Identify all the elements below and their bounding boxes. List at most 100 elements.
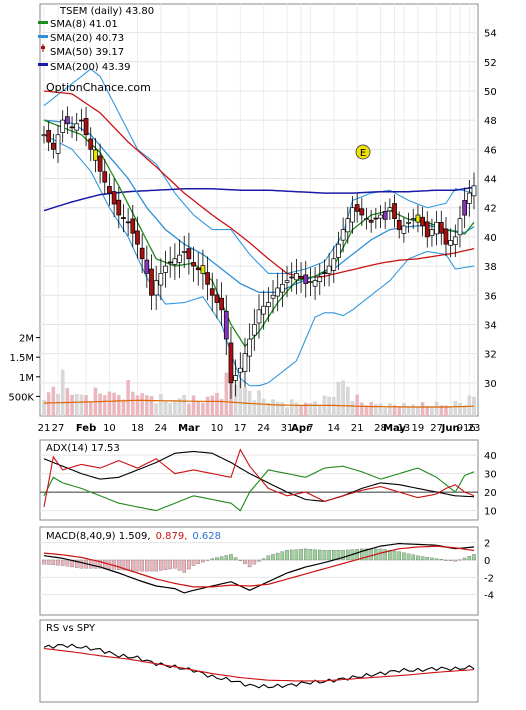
- macd-histogram-bar: [56, 559, 60, 566]
- adx-lines: 10 20 30 40: [40, 448, 497, 518]
- macd-histogram-bar: [453, 559, 458, 562]
- volume-bar: [346, 386, 350, 417]
- volume-bar: [420, 402, 425, 417]
- macd-histogram-bar: [102, 559, 107, 569]
- macd-histogram-bar: [289, 549, 294, 561]
- volume-bar: [60, 369, 65, 417]
- candle-body: [107, 186, 112, 194]
- legend-sma20: SMA(20) 40.73: [50, 33, 124, 44]
- candle-body: [167, 261, 173, 264]
- sma50-line: [43, 90, 475, 279]
- candle-body: [410, 218, 416, 220]
- volume-bar: [402, 403, 406, 417]
- macd-histogram-bar: [210, 558, 215, 561]
- macd-signal-line: [43, 545, 475, 588]
- macd-histogram-bar: [46, 559, 51, 565]
- macd-histogram-bar: [341, 550, 345, 561]
- candle-body: [65, 116, 70, 125]
- volume-bar: [303, 402, 308, 417]
- volume-bar: [271, 399, 275, 417]
- adx-panel: 10 20 30 40 ADX(14) 17.53: [39, 439, 497, 521]
- macd-histogram-bar: [467, 556, 472, 561]
- volume-bar: [364, 405, 369, 417]
- legend-sma50: SMA(50) 39.17: [50, 47, 124, 58]
- volume-bar: [360, 402, 364, 417]
- macd-histogram-bar: [444, 559, 448, 561]
- legend-swatch-sma8: [38, 21, 48, 24]
- macd-histogram-bar: [420, 556, 425, 561]
- volume-bar: [299, 405, 303, 417]
- adx-line: [43, 450, 475, 502]
- candle-body: [261, 305, 267, 315]
- volume-bar: [458, 403, 462, 417]
- candle-body: [256, 309, 262, 324]
- candle-body: [228, 342, 234, 384]
- candle-body: [130, 218, 136, 234]
- macd-tick-label: 2: [484, 539, 490, 550]
- candle-body: [466, 192, 472, 204]
- candle-body: [312, 280, 318, 287]
- volume-bar: [173, 401, 177, 417]
- macd-histogram-bar: [159, 559, 163, 571]
- volume-bar: [327, 396, 331, 417]
- candle-body: [326, 265, 332, 274]
- macd-histogram-bar: [42, 559, 46, 565]
- x-tick-label: Jun: [441, 423, 460, 434]
- candle-body: [223, 310, 229, 340]
- macd-histogram-bar: [121, 559, 126, 571]
- volume-bar: [182, 394, 187, 417]
- dip-line: [43, 465, 475, 512]
- macd-histogram-bar: [331, 550, 336, 561]
- candle-body: [298, 275, 304, 279]
- macd-histogram-bar: [219, 556, 224, 561]
- x-tick-label: Feb: [76, 423, 96, 434]
- volume-bar: [336, 381, 341, 417]
- volume-bar: [177, 398, 182, 417]
- candle-body: [322, 272, 327, 275]
- watermark-text: OptionChance.com: [46, 81, 151, 94]
- candle-body: [471, 185, 477, 197]
- macd-histogram-bar: [462, 557, 467, 561]
- macd-histogram-bar: [238, 559, 243, 561]
- macd-histogram-bar: [261, 558, 266, 561]
- x-tick-label: 13: [398, 423, 411, 434]
- adx-tick-label: 40: [484, 451, 497, 462]
- candle-body: [135, 230, 140, 245]
- legend: TSEM (daily) 43.80 SMA(8) 41.01 SMA(20) …: [38, 6, 154, 73]
- candle-body: [242, 353, 248, 372]
- candle-body: [163, 265, 168, 273]
- price-tick-label: 30: [484, 379, 497, 390]
- macd-histogram-bar: [397, 551, 402, 561]
- candle-body: [373, 217, 379, 220]
- volume-bar: [98, 393, 102, 417]
- candle-body: [434, 221, 439, 235]
- candle-body: [378, 214, 383, 219]
- macd-histogram-bar: [247, 559, 252, 568]
- candle-body: [331, 258, 337, 271]
- candle-body: [289, 276, 295, 279]
- macd-panel: -4 -2 0 2 MACD(8,40,9) 1.509, 0.879, 0.628: [39, 526, 494, 616]
- macd-histogram-bar: [74, 559, 79, 568]
- candle-body: [172, 258, 178, 265]
- legend-swatch-sma20: [38, 35, 48, 38]
- volume-bar: [416, 406, 420, 417]
- candle-body: [350, 207, 355, 223]
- macd-histogram-bar: [313, 549, 317, 561]
- volume-bar: [112, 392, 116, 417]
- volume-bar: [187, 403, 191, 417]
- candle-body: [181, 251, 187, 253]
- candle-body: [116, 199, 122, 216]
- candle-body: [448, 240, 453, 246]
- volume-bar: [406, 406, 411, 417]
- rs-title: RS vs SPY: [46, 623, 96, 634]
- macd-histogram-bar: [369, 548, 373, 561]
- macd-lines: -4 -2 0 2: [40, 539, 494, 602]
- price-chart-title: TSEM (daily) 43.80: [59, 6, 154, 17]
- macd-histogram-bar: [285, 550, 289, 561]
- volume-bars: [42, 369, 476, 417]
- x-tick-label: 21: [38, 423, 51, 434]
- candle-body: [294, 273, 299, 281]
- candle-body: [214, 294, 220, 303]
- candle-body: [60, 119, 66, 133]
